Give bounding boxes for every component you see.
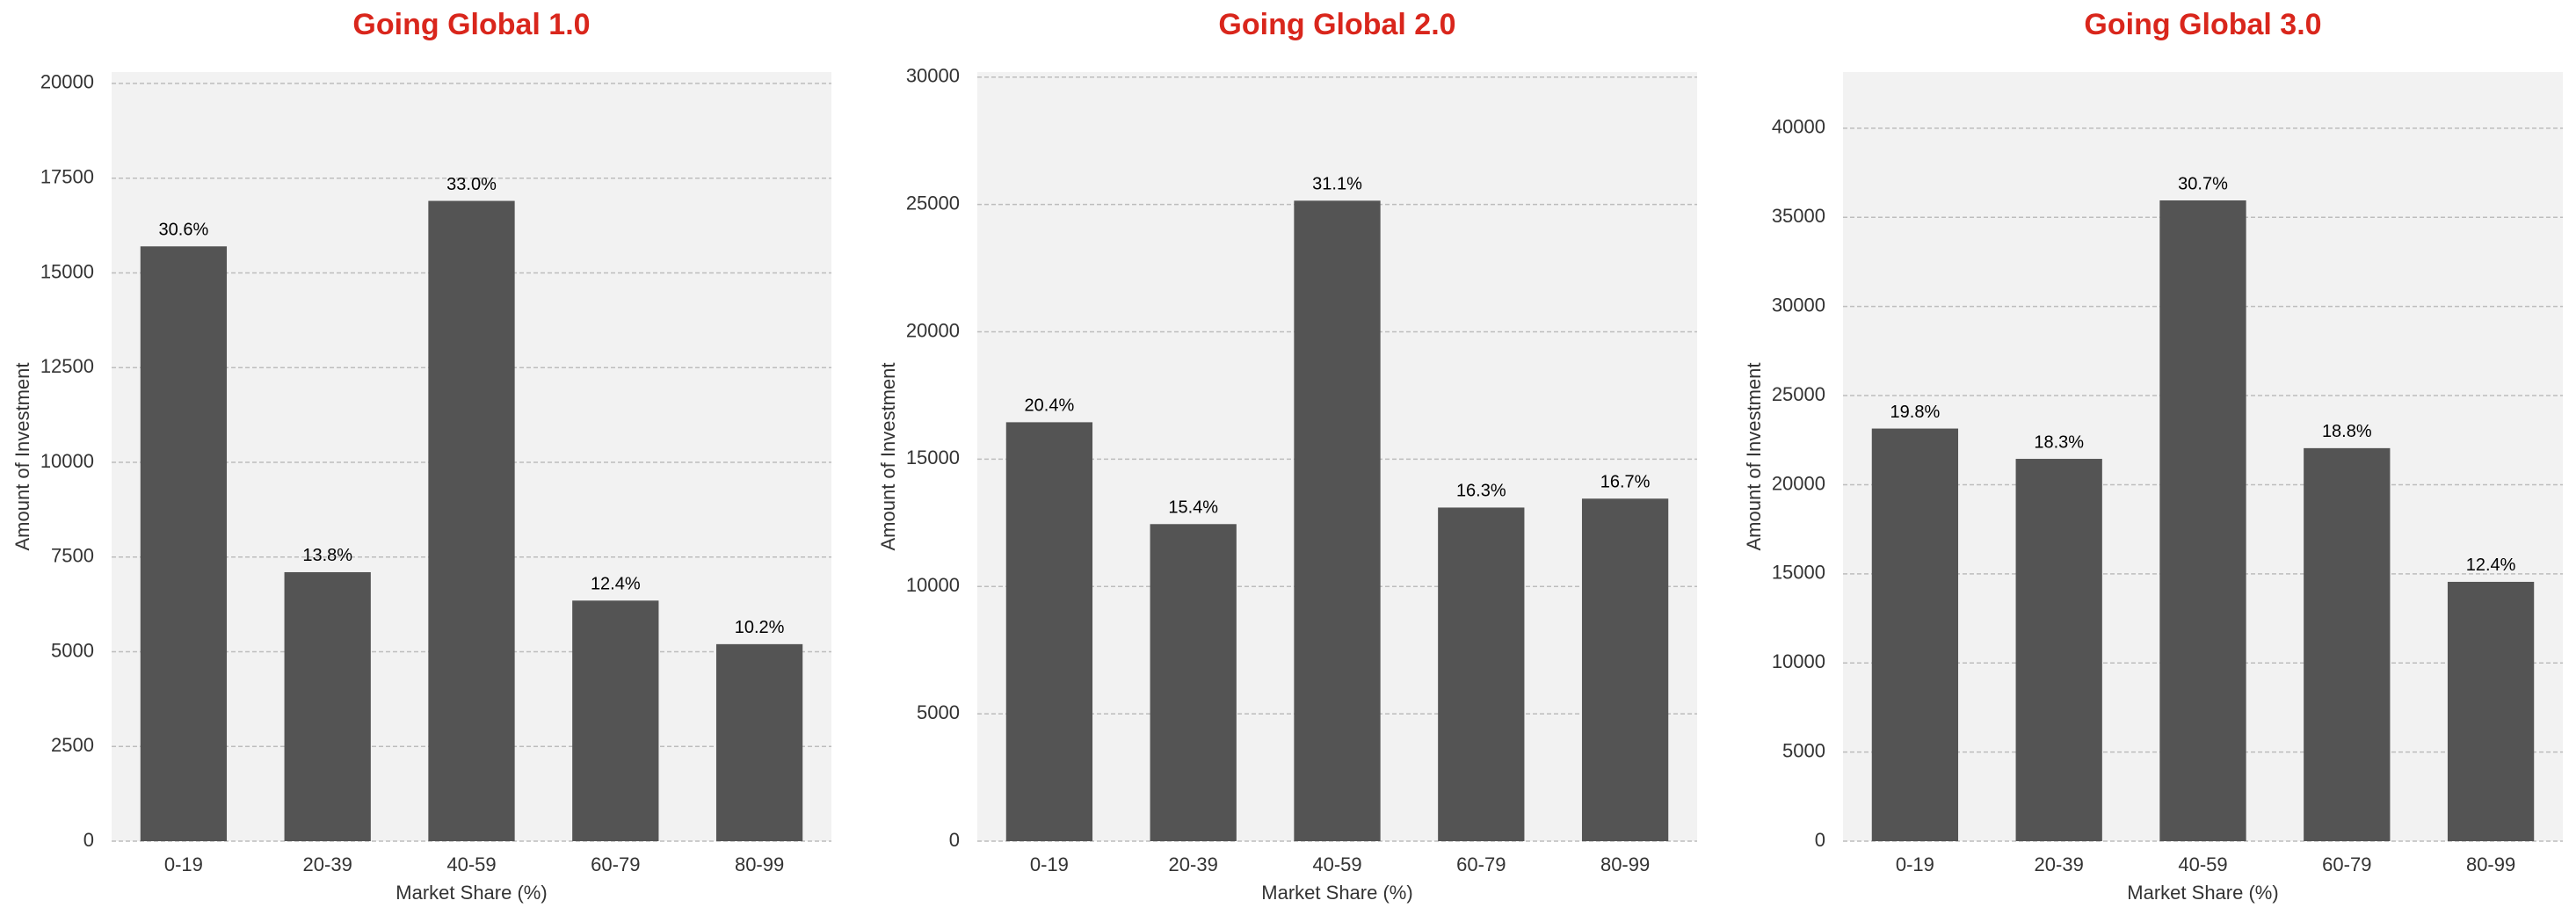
bar: [140, 246, 228, 841]
y-tick-label: 35000: [1772, 205, 1825, 227]
bar-label: 13.8%: [302, 546, 352, 565]
bar-label: 30.7%: [2178, 174, 2228, 193]
x-tick-label: 80-99: [2466, 853, 2515, 875]
y-tick-label: 10000: [40, 450, 94, 472]
y-tick-label: 0: [949, 829, 960, 851]
y-tick-label: 12500: [40, 355, 94, 377]
y-axis-label: Amount of Investment: [1743, 363, 1765, 551]
y-tick-label: 20000: [40, 71, 94, 93]
y-tick-label: 20000: [906, 319, 960, 341]
bar-label: 12.4%: [591, 575, 641, 594]
y-tick-label: 15000: [906, 447, 960, 468]
bar: [1438, 507, 1525, 841]
y-tick-label: 10000: [1772, 650, 1825, 672]
bar-label: 19.8%: [1890, 403, 1941, 422]
y-tick-label: 0: [83, 829, 94, 851]
x-tick-label: 80-99: [735, 853, 784, 875]
bar-label: 20.4%: [1025, 396, 1075, 416]
x-tick-label: 20-39: [1169, 853, 1218, 875]
bar: [1150, 524, 1237, 841]
bar: [715, 643, 803, 841]
y-tick-label: 5000: [917, 701, 960, 723]
y-tick-label: 20000: [1772, 472, 1825, 494]
y-tick-label: 5000: [1782, 739, 1825, 761]
y-tick-label: 15000: [40, 260, 94, 282]
bar-label: 33.0%: [446, 175, 497, 194]
y-tick-label: 5000: [51, 639, 94, 661]
x-axis-label: Market Share (%): [2127, 882, 2278, 904]
bar: [2015, 459, 2102, 841]
y-tick-label: 0: [1815, 829, 1825, 851]
x-axis-label: Market Share (%): [395, 882, 547, 904]
x-tick-label: 60-79: [1456, 853, 1506, 875]
bar-label: 18.3%: [2034, 432, 2084, 452]
x-tick-label: 0-19: [1030, 853, 1069, 875]
x-tick-label: 20-39: [2035, 853, 2084, 875]
chart-title: Going Global 2.0: [1218, 8, 1455, 41]
bar-label: 12.4%: [2466, 556, 2516, 575]
x-tick-label: 80-99: [1600, 853, 1650, 875]
x-tick-label: 40-59: [446, 853, 496, 875]
x-tick-label: 60-79: [2322, 853, 2371, 875]
x-tick-label: 0-19: [1896, 853, 1934, 875]
bar-label: 31.1%: [1312, 175, 1362, 194]
chart-title: Going Global 3.0: [2084, 8, 2321, 41]
bar: [1005, 422, 1093, 841]
y-tick-label: 15000: [1772, 562, 1825, 584]
bar: [1871, 428, 1959, 841]
bar-label: 10.2%: [735, 618, 785, 637]
y-tick-label: 40000: [1772, 116, 1825, 138]
bar-label: 30.6%: [159, 221, 209, 240]
x-tick-label: 60-79: [591, 853, 640, 875]
y-tick-label: 30000: [1772, 294, 1825, 316]
bar: [428, 200, 515, 841]
bar: [2304, 447, 2391, 841]
x-axis-label: Market Share (%): [1261, 882, 1412, 904]
y-tick-label: 17500: [40, 166, 94, 188]
bar: [2159, 200, 2246, 841]
x-tick-label: 40-59: [1312, 853, 1361, 875]
bar-label: 18.8%: [2322, 422, 2372, 441]
bar: [572, 600, 659, 841]
x-tick-label: 40-59: [2178, 853, 2227, 875]
bar: [284, 571, 371, 841]
bar-label: 15.4%: [1168, 498, 1218, 518]
y-tick-label: 10000: [906, 574, 960, 596]
chart-title: Going Global 1.0: [352, 8, 590, 41]
x-tick-label: 20-39: [303, 853, 352, 875]
x-tick-label: 0-19: [164, 853, 203, 875]
bar: [1581, 498, 1669, 841]
bar: [1294, 200, 1381, 841]
y-tick-label: 25000: [1772, 383, 1825, 405]
bar-label: 16.3%: [1456, 482, 1506, 501]
y-tick-label: 30000: [906, 65, 960, 87]
y-tick-label: 2500: [51, 734, 94, 756]
bar: [2447, 581, 2535, 841]
y-axis-label: Amount of Investment: [877, 363, 899, 551]
bar-label: 16.7%: [1600, 473, 1651, 492]
y-tick-label: 25000: [906, 192, 960, 214]
y-tick-label: 7500: [51, 545, 94, 567]
y-axis-label: Amount of Investment: [11, 363, 33, 551]
